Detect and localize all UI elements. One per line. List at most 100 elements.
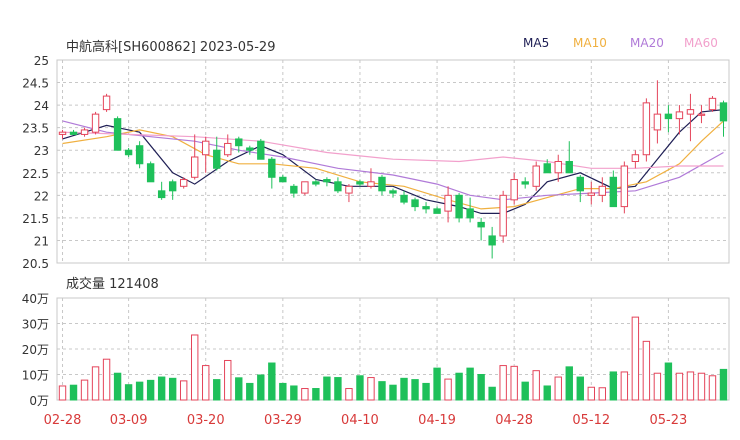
volume-bar — [345, 388, 353, 401]
candle-body — [91, 113, 100, 133]
volume-bar — [124, 384, 133, 401]
candle-body — [279, 176, 287, 183]
x-tick-label: 03-29 — [264, 413, 302, 428]
candle-body — [146, 163, 155, 183]
volume-bar — [213, 379, 221, 401]
legend-ma20: MA20 — [630, 36, 664, 50]
x-tick-label: 05-12 — [572, 413, 610, 428]
volume-bar — [157, 376, 166, 401]
x-tick-label: 03-09 — [110, 413, 148, 428]
volume-bar — [334, 377, 342, 401]
volume-bar — [389, 384, 397, 401]
volume-bar — [235, 377, 243, 401]
volume-bar — [499, 365, 507, 401]
volume-bar — [301, 388, 309, 401]
candle-body — [664, 113, 673, 120]
volume-bar — [146, 379, 155, 401]
volume-bar — [686, 371, 695, 401]
candle-body — [499, 194, 507, 237]
candle-body — [554, 161, 562, 174]
candle-body — [708, 97, 717, 111]
volume-bar — [312, 388, 320, 401]
candle-body — [686, 109, 695, 115]
volume-bar — [113, 372, 122, 401]
candle-body — [312, 181, 320, 185]
candle-body — [444, 194, 452, 212]
volume-bar — [323, 376, 331, 401]
volume-bar — [653, 372, 662, 401]
candle-body — [378, 176, 386, 192]
legend-ma10: MA10 — [573, 36, 607, 50]
volume-bar — [422, 382, 430, 401]
volume-bar — [697, 372, 706, 401]
candle-body — [576, 176, 584, 192]
volume-bar — [411, 379, 419, 401]
volume-bar — [356, 375, 364, 401]
candle-body — [157, 190, 166, 199]
volume-bar — [477, 374, 485, 401]
volume-bar — [444, 378, 452, 401]
candle-body — [532, 165, 540, 187]
candle-body — [510, 179, 518, 201]
candle-body — [521, 181, 529, 185]
volume-bar — [675, 372, 684, 401]
volume-bar — [543, 385, 551, 401]
volume-bar — [290, 385, 298, 401]
volume-bar — [466, 367, 474, 401]
volume-y-tick-label: 20万 — [22, 343, 49, 357]
x-tick-label: 03-20 — [187, 413, 225, 428]
candle-body — [102, 95, 111, 111]
volume-header: 成交量 121408 — [66, 277, 159, 292]
volume-bar — [378, 381, 386, 401]
candle-body — [400, 194, 408, 203]
price-panel-frame — [56, 59, 730, 264]
legend-ma5: MA5 — [523, 36, 550, 50]
volume-bar — [598, 387, 607, 401]
candle-body — [422, 206, 430, 210]
candle-body — [179, 179, 188, 187]
candle-body — [389, 190, 397, 194]
candle-body — [411, 199, 419, 208]
volume-bar — [279, 382, 287, 401]
candle-body — [488, 235, 496, 246]
volume-bar — [664, 362, 673, 401]
volume-bar — [91, 366, 100, 401]
candle-body — [466, 208, 474, 219]
candle-body — [543, 163, 551, 174]
candle-body — [345, 185, 353, 194]
volume-bar — [179, 380, 188, 401]
volume-bar — [719, 368, 728, 401]
candle-body — [113, 118, 122, 151]
candle-body — [191, 156, 199, 178]
volume-bar — [576, 376, 584, 401]
volume-bar — [268, 362, 276, 401]
candle-body — [455, 194, 463, 219]
candle-body — [367, 181, 375, 187]
candle-body — [609, 176, 618, 208]
candle-body — [642, 102, 651, 156]
price-y-tick-label: 22.5 — [22, 167, 49, 181]
candle-body — [675, 111, 684, 120]
volume-bar — [433, 367, 441, 401]
candle-body — [719, 102, 728, 122]
x-tick-label: 04-19 — [418, 413, 456, 428]
volume-bar — [620, 371, 629, 401]
candle-body — [135, 145, 144, 165]
candle-body — [224, 142, 232, 156]
candle-body — [631, 154, 640, 163]
candle-body — [58, 131, 67, 135]
volume-bar — [367, 377, 375, 401]
price-y-tick-label: 23.5 — [22, 122, 49, 136]
candle-body — [69, 131, 78, 135]
candle-body — [323, 179, 331, 183]
price-y-tick-label: 23 — [34, 144, 49, 158]
candle-body — [290, 185, 298, 194]
volume-y-tick-label: 30万 — [22, 318, 49, 332]
volume-bar — [135, 381, 144, 401]
volume-bar — [565, 366, 573, 401]
candle-body — [80, 129, 89, 135]
candle-body — [235, 138, 243, 147]
candle-body — [433, 208, 441, 214]
candle-body — [477, 221, 485, 228]
